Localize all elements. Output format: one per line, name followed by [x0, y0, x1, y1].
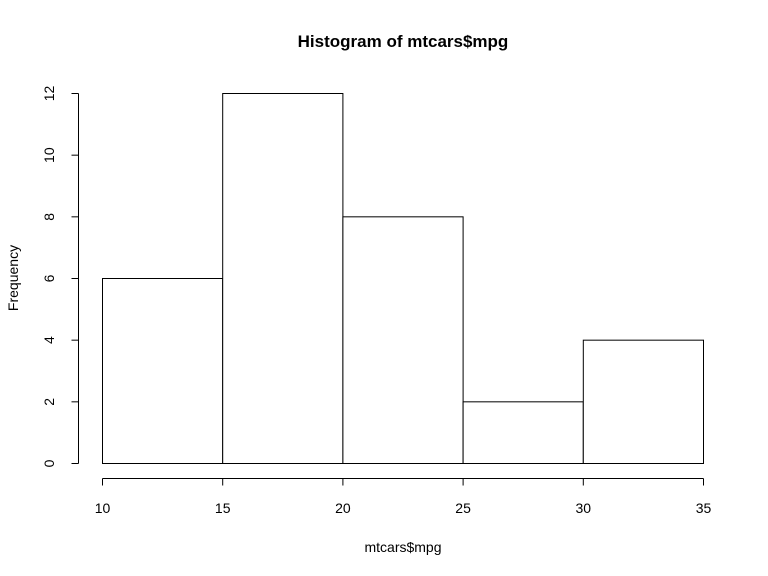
y-tick-label: 6 — [41, 274, 57, 282]
y-tick-label: 10 — [41, 147, 57, 163]
x-tick-label: 30 — [576, 500, 592, 516]
x-axis-label: mtcars$mpg — [364, 539, 441, 555]
x-tick-label: 20 — [335, 500, 351, 516]
x-tick-label: 35 — [696, 500, 712, 516]
x-tick-label: 25 — [455, 500, 471, 516]
y-axis-label: Frequency — [5, 245, 21, 311]
histogram-bar-3 — [342, 216, 464, 464]
y-tick-label: 4 — [41, 336, 57, 344]
histogram-bar-2 — [222, 93, 344, 464]
histogram-bar-1 — [102, 278, 224, 464]
x-axis: 10 15 20 25 30 35 — [95, 478, 712, 516]
y-tick-label: 2 — [41, 398, 57, 406]
bars-group — [102, 93, 704, 465]
chart-title: Histogram of mtcars$mpg — [298, 32, 509, 51]
x-tick-label: 15 — [215, 500, 231, 516]
y-tick-label: 8 — [41, 213, 57, 221]
y-tick-label: 12 — [41, 86, 57, 102]
y-tick-label: 0 — [41, 459, 57, 467]
histogram-bar-4 — [462, 401, 584, 465]
histogram-bar-5 — [582, 339, 704, 464]
y-axis: 0 2 4 6 8 10 12 — [41, 86, 79, 467]
x-tick-label: 10 — [95, 500, 111, 516]
